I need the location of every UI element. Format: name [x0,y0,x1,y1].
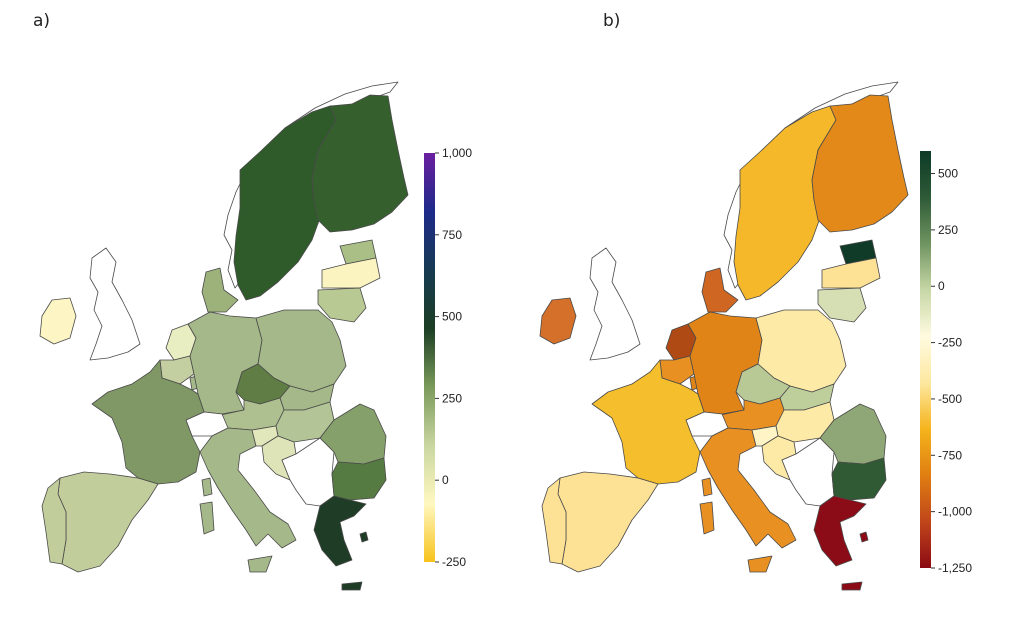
uk-region-b [589,247,641,361]
france-region-a [91,359,205,485]
greek-islands-region-b [859,531,869,543]
portugal-region-b [541,477,567,565]
legend-a-tick-label: 250 [442,391,462,405]
legend-a-tick-label: -250 [442,555,466,569]
legend-a-tick-label: 1,000 [442,146,472,160]
crete-region-a [341,581,363,591]
legend-b-tick-label: 500 [938,167,958,181]
greece-region-b [813,495,867,567]
legend-b-tick-label: 250 [938,223,958,237]
bulgaria-region-a [331,457,387,501]
denmark-region-a [201,267,239,313]
corsica-region-a [201,477,213,497]
sweden-region-a [233,105,337,301]
sardinia-region-a [199,501,215,535]
corsica-region-b [701,477,713,497]
germany-region-b [687,311,763,415]
greek-islands-region-a [359,531,369,543]
sicily-region-b [747,555,773,573]
panel-a-label: a) [33,11,51,31]
legend-a-tick-label: 0 [442,473,449,487]
lithuania-region-b [817,287,867,323]
crete-region-b [841,581,863,591]
legend-b-tick-label: -250 [938,336,962,350]
legend-b-tick-label: 0 [938,279,945,293]
map-panel-a [39,81,409,591]
sicily-region-a [247,555,273,573]
latvia-region-a [321,257,381,289]
colorbar-b [920,151,931,568]
legend-a-tick-label: 750 [442,228,462,242]
romania-region-b [819,403,887,465]
greece-region-a [313,495,367,567]
denmark-region-b [701,267,739,313]
finland-region-a [311,94,409,233]
legend-b-tick-label: -500 [938,392,962,406]
latvia-region-b [821,257,881,289]
sardinia-region-b [699,501,715,535]
germany-region-a [187,311,263,415]
spain-region-a [57,471,159,573]
lithuania-region-a [317,287,367,323]
spain-region-b [557,471,659,573]
portugal-region-a [41,477,67,565]
romania-region-a [319,403,387,465]
france-region-b [591,359,705,485]
sweden-region-b [733,105,837,301]
bulgaria-region-b [831,457,887,501]
ireland-region-a [39,297,77,345]
legend-a-tick-label: 500 [442,310,462,324]
legend-a: 1,000 750 500 250 0 -250 [424,146,472,569]
ireland-region-b [539,297,577,345]
colorbar-a [424,153,435,562]
legend-b-tick-label: -750 [938,448,962,462]
legend-b-tick-label: -1,000 [938,505,972,519]
finland-region-b [811,94,909,233]
panel-b-label: b) [603,11,621,31]
map-panel-b [539,81,909,591]
legend-b: 500 250 0 -250 -500 -750 -1,000 -1,250 [920,151,972,575]
uk-region-a [89,247,141,361]
legend-b-tick-label: -1,250 [938,561,972,575]
